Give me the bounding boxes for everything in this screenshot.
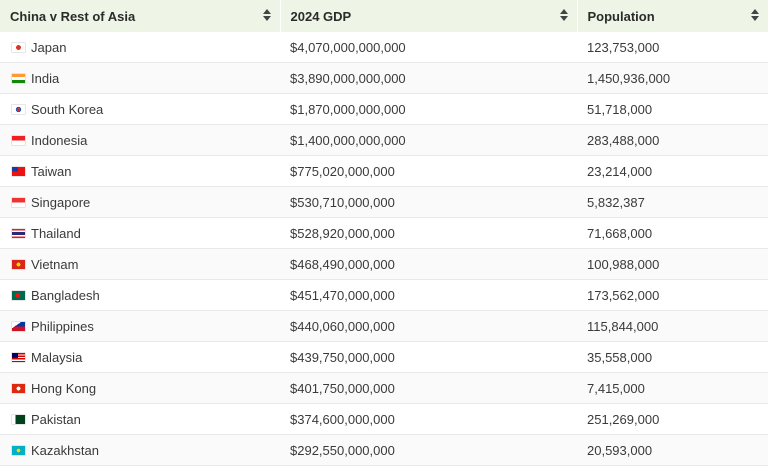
kazakhstan-flag-icon [12, 445, 25, 455]
country-cell: Pakistan [0, 403, 280, 435]
hong-kong-flag-icon [12, 383, 25, 393]
table-row: India $3,890,000,000,000 1,450,936,000 [0, 62, 768, 94]
south-korea-flag-icon [12, 104, 25, 114]
column-header-country[interactable]: China v Rest of Asia [0, 0, 281, 32]
gdp-cell: $374,600,000,000 [280, 403, 577, 435]
table-row: Taiwan $775,020,000,000 23,214,000 [0, 155, 768, 187]
country-cell: Philippines [0, 310, 280, 342]
population-cell: 100,988,000 [577, 248, 768, 280]
table-row: Malaysia $439,750,000,000 35,558,000 [0, 341, 768, 373]
indonesia-flag-icon [12, 135, 25, 145]
country-cell: Indonesia [0, 124, 280, 156]
gdp-cell: $292,550,000,000 [280, 434, 577, 466]
population-cell: 71,668,000 [577, 217, 768, 249]
table-row: Kazakhstan $292,550,000,000 20,593,000 [0, 434, 768, 466]
gdp-cell: $4,070,000,000,000 [280, 32, 577, 63]
gdp-cell: $468,490,000,000 [280, 248, 577, 280]
sort-icon[interactable] [750, 9, 759, 23]
gdp-cell: $1,870,000,000,000 [280, 93, 577, 125]
table-row: Singapore $530,710,000,000 5,832,387 [0, 186, 768, 218]
country-cell: Vietnam [0, 248, 280, 280]
table-row: Bangladesh $451,470,000,000 173,562,000 [0, 279, 768, 311]
country-name: South Korea [31, 102, 104, 118]
bangladesh-flag-icon [12, 290, 25, 300]
column-header-label: 2024 GDP [290, 8, 352, 24]
sort-icon[interactable] [559, 9, 568, 23]
country-name: Singapore [31, 195, 91, 211]
table-row: Thailand $528,920,000,000 71,668,000 [0, 217, 768, 249]
country-name: Japan [31, 40, 67, 56]
country-name: Vietnam [31, 257, 79, 273]
gdp-cell: $439,750,000,000 [280, 341, 577, 373]
gdp-cell: $401,750,000,000 [280, 372, 577, 404]
sort-icon[interactable] [262, 9, 271, 23]
country-cell: Thailand [0, 217, 280, 249]
table-row: Indonesia $1,400,000,000,000 283,488,000 [0, 124, 768, 156]
gdp-cell: $440,060,000,000 [280, 310, 577, 342]
country-cell: Kazakhstan [0, 434, 280, 466]
table-row: Pakistan $374,600,000,000 251,269,000 [0, 403, 768, 435]
vietnam-flag-icon [12, 259, 25, 269]
singapore-flag-icon [12, 197, 25, 207]
population-cell: 123,753,000 [577, 32, 768, 63]
population-cell: 283,488,000 [577, 124, 768, 156]
table-row: Philippines $440,060,000,000 115,844,000 [0, 310, 768, 342]
table-row: Japan $4,070,000,000,000 123,753,000 [0, 32, 768, 63]
population-cell: 51,718,000 [577, 93, 768, 125]
country-cell: Japan [0, 32, 280, 63]
population-cell: 1,450,936,000 [577, 62, 768, 94]
country-name: Philippines [31, 319, 94, 335]
population-cell: 7,415,000 [577, 372, 768, 404]
country-cell: Singapore [0, 186, 280, 218]
population-cell: 5,832,387 [577, 186, 768, 218]
population-cell: 251,269,000 [577, 403, 768, 435]
table-row: Vietnam $468,490,000,000 100,988,000 [0, 248, 768, 280]
country-name: India [31, 71, 60, 87]
country-cell: South Korea [0, 93, 280, 125]
column-header-label: Population [587, 8, 655, 24]
thailand-flag-icon [12, 228, 25, 238]
country-cell: Malaysia [0, 341, 280, 373]
pakistan-flag-icon [12, 414, 25, 424]
country-name: Thailand [31, 226, 81, 242]
gdp-cell: $451,470,000,000 [280, 279, 577, 311]
taiwan-flag-icon [12, 166, 25, 176]
population-cell: 23,214,000 [577, 155, 768, 187]
gdp-cell: $3,890,000,000,000 [280, 62, 577, 94]
population-cell: 173,562,000 [577, 279, 768, 311]
country-name: Malaysia [31, 350, 83, 366]
country-cell: Hong Kong [0, 372, 280, 404]
malaysia-flag-icon [12, 352, 25, 362]
gdp-cell: $528,920,000,000 [280, 217, 577, 249]
table-row: South Korea $1,870,000,000,000 51,718,000 [0, 93, 768, 125]
column-header-gdp[interactable]: 2024 GDP [280, 0, 578, 32]
philippines-flag-icon [12, 321, 25, 331]
country-name: Bangladesh [31, 288, 100, 304]
column-header-label: China v Rest of Asia [10, 8, 136, 24]
japan-flag-icon [12, 42, 25, 52]
country-cell: India [0, 62, 280, 94]
gdp-cell: $1,400,000,000,000 [280, 124, 577, 156]
country-name: Hong Kong [31, 381, 97, 397]
table-row: Hong Kong $401,750,000,000 7,415,000 [0, 372, 768, 404]
population-cell: 20,593,000 [577, 434, 768, 466]
gdp-cell: $530,710,000,000 [280, 186, 577, 218]
country-name: Indonesia [31, 133, 88, 149]
gdp-cell: $775,020,000,000 [280, 155, 577, 187]
india-flag-icon [12, 73, 25, 83]
country-name: Pakistan [31, 412, 81, 428]
population-cell: 35,558,000 [577, 341, 768, 373]
country-name: Kazakhstan [31, 443, 99, 459]
column-header-population[interactable]: Population [577, 0, 768, 32]
population-cell: 115,844,000 [577, 310, 768, 342]
table-header-row: China v Rest of Asia 2024 GDP Population [0, 0, 768, 32]
country-cell: Bangladesh [0, 279, 280, 311]
country-cell: Taiwan [0, 155, 280, 187]
country-name: Taiwan [31, 164, 72, 180]
